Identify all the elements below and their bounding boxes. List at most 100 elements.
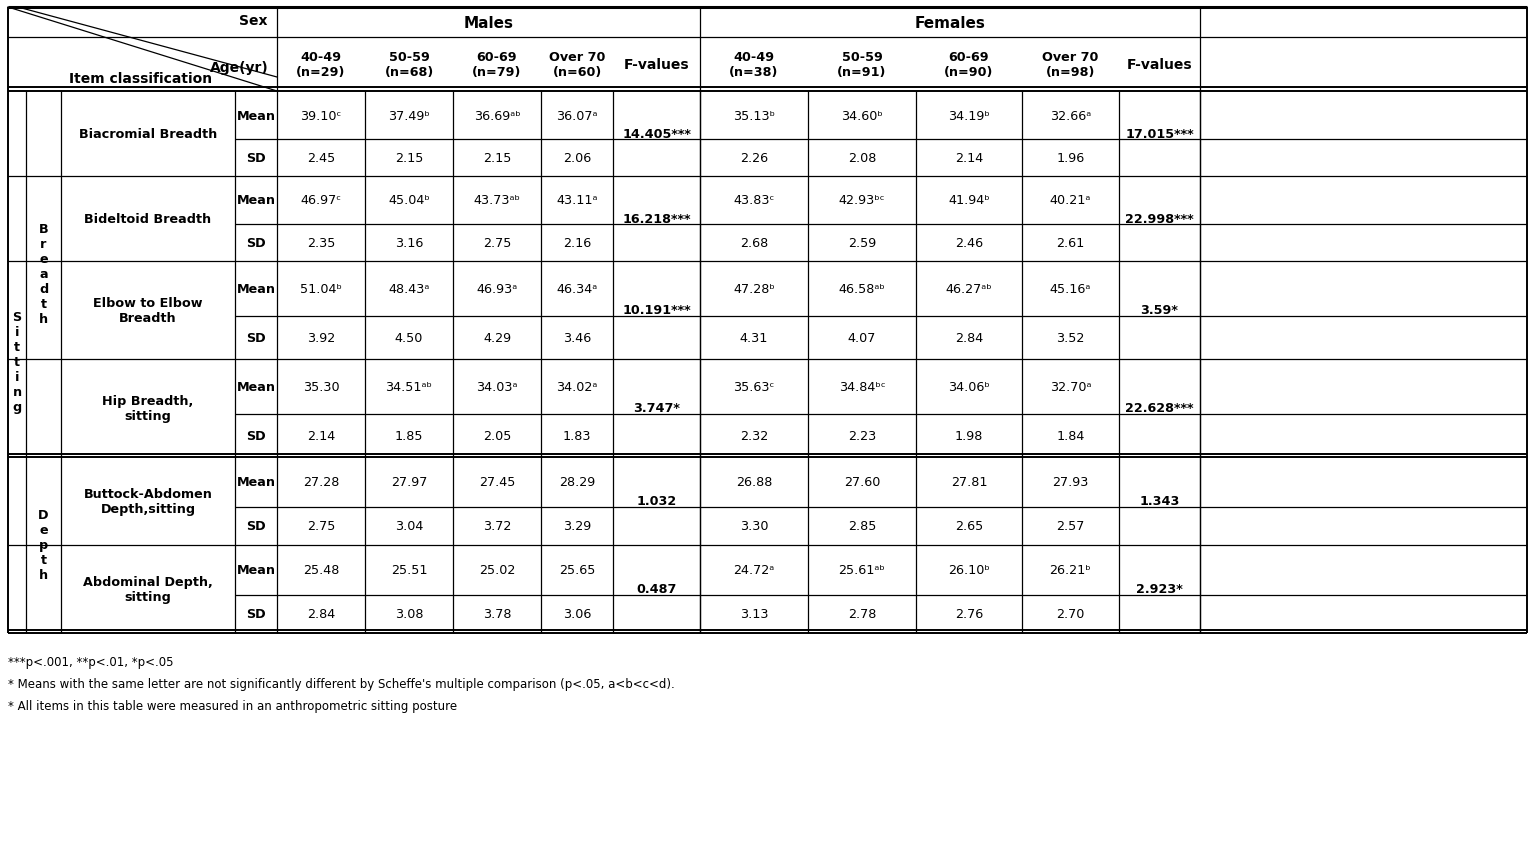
Text: D
e
p
t
h: D e p t h	[38, 509, 49, 582]
Text: 2.46: 2.46	[954, 236, 984, 250]
Text: 46.27ᵃᵇ: 46.27ᵃᵇ	[945, 283, 993, 295]
Text: * All items in this table were measured in an anthropometric sitting posture: * All items in this table were measured …	[8, 699, 456, 712]
Text: 0.487: 0.487	[636, 583, 676, 596]
Text: 26.88: 26.88	[736, 476, 772, 489]
Text: 2.05: 2.05	[483, 430, 512, 442]
Text: 4.50: 4.50	[395, 332, 423, 344]
Text: 60-69
(n=90): 60-69 (n=90)	[944, 51, 994, 78]
Text: SD: SD	[246, 430, 266, 442]
Text: 3.52: 3.52	[1056, 332, 1085, 344]
Text: 47.28ᵇ: 47.28ᵇ	[733, 283, 775, 295]
Text: 2.59: 2.59	[848, 236, 876, 250]
Text: 34.19ᵇ: 34.19ᵇ	[948, 110, 990, 122]
Text: 2.32: 2.32	[739, 430, 768, 442]
Text: 26.10ᵇ: 26.10ᵇ	[948, 564, 990, 576]
Text: Buttock-Abdomen
Depth,sitting: Buttock-Abdomen Depth,sitting	[83, 488, 212, 516]
Text: 41.94ᵇ: 41.94ᵇ	[948, 194, 990, 208]
Text: 3.59*: 3.59*	[1140, 304, 1179, 317]
Text: 2.35: 2.35	[307, 236, 335, 250]
Text: 42.93ᵇᶜ: 42.93ᵇᶜ	[839, 194, 885, 208]
Text: 10.191***: 10.191***	[622, 304, 690, 317]
Text: 43.11ᵃ: 43.11ᵃ	[556, 194, 598, 208]
Text: 4.07: 4.07	[848, 332, 876, 344]
Text: 36.07ᵃ: 36.07ᵃ	[556, 110, 598, 122]
Text: 34.60ᵇ: 34.60ᵇ	[841, 110, 882, 122]
Text: 2.923*: 2.923*	[1136, 583, 1183, 596]
Text: 36.69ᵃᵇ: 36.69ᵃᵇ	[473, 110, 521, 122]
Text: 2.78: 2.78	[848, 608, 876, 621]
Text: Bideltoid Breadth: Bideltoid Breadth	[85, 213, 212, 225]
Text: 1.84: 1.84	[1056, 430, 1085, 442]
Text: S
i
t
t
i
n
g: S i t t i n g	[12, 311, 22, 414]
Text: 40.21ᵃ: 40.21ᵃ	[1050, 194, 1091, 208]
Text: 35.30: 35.30	[303, 381, 340, 393]
Text: Item classification: Item classification	[69, 72, 212, 86]
Text: Abdominal Depth,
sitting: Abdominal Depth, sitting	[83, 576, 214, 603]
Text: 27.60: 27.60	[844, 476, 881, 489]
Text: Hip Breadth,
sitting: Hip Breadth, sitting	[103, 394, 194, 423]
Text: 2.45: 2.45	[307, 152, 335, 165]
Text: 60-69
(n=79): 60-69 (n=79)	[472, 51, 521, 78]
Text: 1.032: 1.032	[636, 495, 676, 508]
Text: 2.84: 2.84	[954, 332, 984, 344]
Text: F-values: F-values	[1127, 58, 1193, 72]
Text: 26.21ᵇ: 26.21ᵇ	[1050, 564, 1091, 576]
Text: 4.31: 4.31	[739, 332, 768, 344]
Text: Males: Males	[464, 15, 513, 30]
Text: 35.13ᵇ: 35.13ᵇ	[733, 110, 775, 122]
Text: 46.97ᶜ: 46.97ᶜ	[301, 194, 341, 208]
Text: SD: SD	[246, 520, 266, 533]
Text: 2.84: 2.84	[307, 608, 335, 621]
Text: 27.81: 27.81	[951, 476, 987, 489]
Text: Mean: Mean	[237, 564, 275, 576]
Text: 28.29: 28.29	[559, 476, 595, 489]
Text: 25.48: 25.48	[303, 564, 340, 576]
Text: 3.13: 3.13	[739, 608, 768, 621]
Text: 22.628***: 22.628***	[1125, 402, 1194, 415]
Text: 40-49
(n=38): 40-49 (n=38)	[730, 51, 779, 78]
Text: 46.58ᵃᵇ: 46.58ᵃᵇ	[839, 283, 885, 295]
Text: 45.04ᵇ: 45.04ᵇ	[387, 194, 430, 208]
Text: 2.65: 2.65	[954, 520, 984, 533]
Text: 3.72: 3.72	[483, 520, 512, 533]
Text: 24.72ᵃ: 24.72ᵃ	[733, 564, 775, 576]
Text: 40-49
(n=29): 40-49 (n=29)	[297, 51, 346, 78]
Text: 2.06: 2.06	[563, 152, 592, 165]
Text: 50-59
(n=91): 50-59 (n=91)	[838, 51, 887, 78]
Text: 46.34ᵃ: 46.34ᵃ	[556, 283, 598, 295]
Text: 37.49ᵇ: 37.49ᵇ	[387, 110, 430, 122]
Text: Mean: Mean	[237, 283, 275, 295]
Text: 34.51ᵃᵇ: 34.51ᵃᵇ	[386, 381, 432, 393]
Text: 2.08: 2.08	[848, 152, 876, 165]
Text: Mean: Mean	[237, 476, 275, 489]
Text: 3.06: 3.06	[563, 608, 592, 621]
Text: 34.02ᵃ: 34.02ᵃ	[556, 381, 598, 393]
Text: 1.98: 1.98	[954, 430, 984, 442]
Text: 3.46: 3.46	[563, 332, 592, 344]
Text: Mean: Mean	[237, 381, 275, 393]
Text: 3.30: 3.30	[739, 520, 768, 533]
Text: B
r
e
a
d
t
h: B r e a d t h	[38, 223, 48, 326]
Text: Over 70
(n=98): Over 70 (n=98)	[1042, 51, 1099, 78]
Text: 3.92: 3.92	[307, 332, 335, 344]
Text: 2.26: 2.26	[739, 152, 768, 165]
Text: 43.83ᶜ: 43.83ᶜ	[733, 194, 775, 208]
Text: 2.68: 2.68	[739, 236, 768, 250]
Text: 3.78: 3.78	[483, 608, 512, 621]
Text: 45.16ᵃ: 45.16ᵃ	[1050, 283, 1091, 295]
Text: 3.29: 3.29	[563, 520, 592, 533]
Text: 1.83: 1.83	[563, 430, 592, 442]
Text: 2.75: 2.75	[307, 520, 335, 533]
Text: 43.73ᵃᵇ: 43.73ᵃᵇ	[473, 194, 521, 208]
Text: 14.405***: 14.405***	[622, 127, 692, 141]
Text: 1.343: 1.343	[1139, 495, 1180, 508]
Text: 2.14: 2.14	[954, 152, 984, 165]
Text: 51.04ᵇ: 51.04ᵇ	[300, 283, 343, 295]
Text: 22.998***: 22.998***	[1125, 213, 1194, 225]
Text: 25.51: 25.51	[390, 564, 427, 576]
Text: 16.218***: 16.218***	[622, 213, 690, 225]
Text: 32.70ᵃ: 32.70ᵃ	[1050, 381, 1091, 393]
Text: 34.84ᵇᶜ: 34.84ᵇᶜ	[839, 381, 885, 393]
Text: 2.16: 2.16	[563, 236, 592, 250]
Text: Females: Females	[915, 15, 985, 30]
